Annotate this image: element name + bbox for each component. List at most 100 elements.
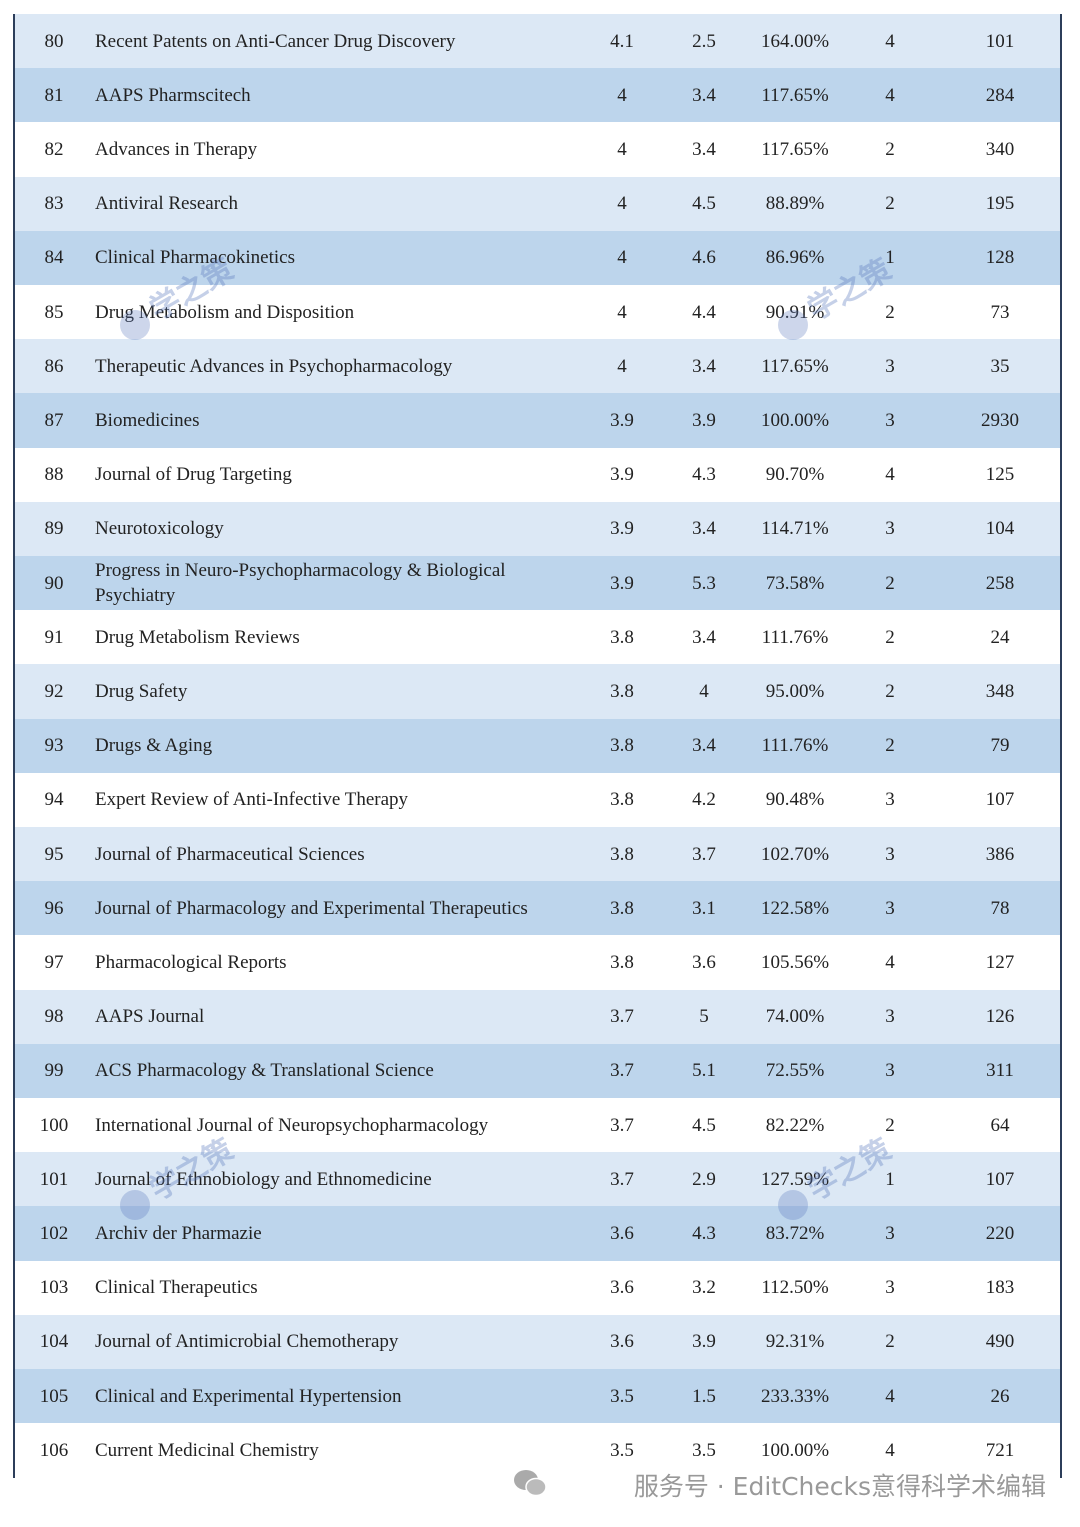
col-7-cell: 311: [986, 1060, 1014, 1082]
col-5-cell: 111.76%: [761, 626, 829, 648]
col-4-cell: 4.3: [692, 1222, 716, 1244]
col-5-cell: 72.55%: [765, 1060, 825, 1082]
journal-cell: Clinical Therapeutics: [95, 1277, 258, 1299]
col-7-cell: 721: [985, 1439, 1015, 1461]
col-4-cell: 3.2: [692, 1277, 716, 1299]
journal-cell: Drug Metabolism Reviews: [95, 626, 300, 648]
col-7-cell: 126: [985, 1006, 1015, 1028]
col-3-cell: 3.8: [610, 789, 634, 811]
col-5-cell: 100.00%: [760, 1439, 830, 1461]
col-7-cell: 340: [985, 138, 1015, 160]
table-row: 90 Progress in Neuro-Psychopharmacology &…: [15, 556, 1060, 611]
journal-cell: Drugs & Aging: [95, 735, 213, 757]
rank-cell: 80: [44, 30, 64, 52]
rank-cell: 104: [39, 1331, 69, 1353]
table-row: 92 Drug Safety 3.8 4 95.00% 2 348: [15, 664, 1060, 719]
col-6-cell: 3: [885, 1277, 895, 1299]
table-row: 95 Journal of Pharmaceutical Sciences 3.8 3…: [15, 827, 1060, 882]
col-6-cell: 3: [885, 1006, 895, 1028]
col-4-cell: 3.5: [692, 1439, 716, 1461]
col-3-cell: 4: [617, 193, 627, 215]
col-6-cell: 2: [885, 680, 895, 702]
col-6-cell: 4: [885, 1385, 895, 1407]
col-7-cell: 127: [985, 951, 1015, 973]
col-7-cell: 490: [985, 1331, 1015, 1353]
table-row: 85 Drug Metabolism and Disposition 4 4.4 90.…: [15, 285, 1060, 340]
table-row: 89 Neurotoxicology 3.9 3.4 114.71% 3 104: [15, 501, 1060, 556]
col-4-cell: 3.9: [692, 409, 716, 431]
rank-cell: 106: [39, 1439, 69, 1461]
col-3-cell: 3.8: [610, 897, 634, 919]
col-5-cell: 114.71%: [761, 518, 829, 540]
table-row: 82 Advances in Therapy 4 3.4 117.65% 2 340: [15, 122, 1060, 177]
journal-cell: Journal of Ethnobiology and Ethnomedicin…: [95, 1168, 432, 1190]
col-6-cell: 3: [885, 518, 895, 540]
table-row: 97 Pharmacological Reports 3.8 3.6 105.56% 4 1…: [15, 935, 1060, 990]
rank-cell: 82: [44, 138, 64, 160]
journal-cell: Journal of Antimicrobial Chemotherapy: [95, 1331, 399, 1353]
col-7-cell: 78: [990, 897, 1010, 919]
watermark-logo: [778, 310, 808, 340]
journal-cell: International Journal of Neuropsychophar…: [95, 1114, 489, 1136]
journal-cell: Recent Patents on Anti-Cancer Drug Disco…: [95, 30, 456, 52]
col-5-cell: 233.33%: [760, 1385, 830, 1407]
table-row: 86 Therapeutic Advances in Psychopharmaco…: [15, 339, 1060, 394]
col-3-cell: 3.7: [610, 1006, 634, 1028]
col-4-cell: 3.6: [692, 951, 716, 973]
col-3-cell: 3.8: [610, 626, 634, 648]
col-4-cell: 4.4: [692, 301, 716, 323]
rank-cell: 100: [39, 1114, 69, 1136]
col-4-cell: 3.7: [692, 843, 716, 865]
rank-cell: 103: [39, 1277, 69, 1299]
col-6-cell: 4: [885, 30, 895, 52]
rank-cell: 86: [44, 355, 64, 377]
col-4-cell: 3.4: [692, 626, 716, 648]
rank-cell: 102: [39, 1222, 69, 1244]
col-4-cell: 3.1: [692, 897, 716, 919]
col-3-cell: 3.9: [610, 518, 634, 540]
table-row: 83 Antiviral Research 4 4.5 88.89% 2 195: [15, 176, 1060, 231]
col-3-cell: 3.5: [610, 1385, 634, 1407]
journal-cell: Current Medicinal Chemistry: [95, 1439, 319, 1461]
journal-cell: Archiv der Pharmazie: [95, 1222, 262, 1244]
table-row: 87 Biomedicines 3.9 3.9 100.00% 3 2930: [15, 393, 1060, 448]
col-4-cell: 4.2: [692, 789, 716, 811]
col-6-cell: 2: [885, 1331, 895, 1353]
col-3-cell: 3.7: [610, 1114, 634, 1136]
journal-cell: Progress in Neuro-Psychopharmacology & B…: [95, 560, 506, 607]
col-7-cell: 195: [985, 193, 1015, 215]
col-5-cell: 127.59%: [760, 1168, 830, 1190]
journal-cell: Journal of Pharmaceutical Sciences: [95, 843, 365, 865]
footer: 服务号 · EditChecks意得科学术编辑: [633, 1472, 1046, 1501]
col-6-cell: 2: [885, 1114, 895, 1136]
col-5-cell: 73.58%: [765, 572, 825, 594]
rank-cell: 83: [44, 193, 64, 215]
col-3-cell: 3.7: [610, 1168, 634, 1190]
col-6-cell: 3: [885, 843, 895, 865]
left-border: [13, 14, 15, 1478]
journal-cell: Therapeutic Advances in Psychopharmacolo…: [95, 355, 453, 377]
col-5-cell: 100.00%: [760, 409, 830, 431]
table-row: 104 Journal of Antimicrobial Chemotherapy…: [15, 1314, 1060, 1369]
col-3-cell: 3.7: [610, 1060, 634, 1082]
col-6-cell: 3: [885, 409, 895, 431]
col-4-cell: 5.3: [692, 572, 716, 594]
journal-cell: Biomedicines: [95, 409, 200, 431]
watermark-logo: [120, 1190, 150, 1220]
col-7-cell: 183: [985, 1277, 1015, 1299]
col-4-cell: 4.6: [692, 247, 716, 269]
col-7-cell: 107: [985, 789, 1015, 811]
col-4-cell: 2.9: [692, 1168, 716, 1190]
col-3-cell: 3.6: [610, 1222, 634, 1244]
wechat-icon: [514, 1470, 547, 1497]
col-5-cell: 164.00%: [760, 30, 830, 52]
col-4-cell: 4.3: [692, 464, 716, 486]
table-row: 106 Current Medicinal Chemistry 3.5 3.5 100.…: [15, 1423, 1060, 1478]
col-6-cell: 1: [885, 1168, 895, 1190]
col-5-cell: 86.96%: [765, 247, 825, 269]
col-6-cell: 3: [885, 355, 895, 377]
col-7-cell: 73: [990, 301, 1010, 323]
rank-cell: 91: [44, 626, 64, 648]
rank-cell: 96: [44, 897, 64, 919]
